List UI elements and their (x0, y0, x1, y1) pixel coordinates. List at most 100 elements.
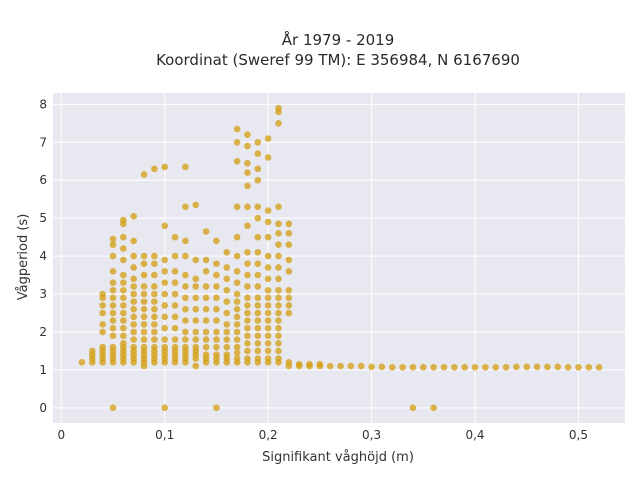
data-point (254, 249, 262, 256)
data-point (275, 252, 282, 260)
data-point (151, 165, 158, 173)
data-point (223, 286, 231, 294)
data-point (533, 363, 541, 371)
data-point (244, 302, 251, 309)
data-point (523, 363, 531, 371)
x-tick-label: 0 (57, 428, 65, 442)
data-point (99, 343, 106, 351)
data-point (151, 328, 158, 336)
y-tick-label: 4 (39, 249, 47, 263)
data-point (244, 203, 251, 211)
data-point (109, 343, 117, 351)
data-point (202, 343, 210, 351)
data-point (223, 264, 231, 271)
data-point (233, 305, 241, 313)
data-point (461, 363, 468, 371)
data-point (337, 362, 344, 370)
data-point (223, 321, 231, 328)
data-point (254, 347, 262, 355)
data-point (223, 336, 231, 343)
data-point (213, 404, 220, 412)
data-point (564, 363, 572, 371)
data-point (182, 343, 189, 351)
data-point (233, 298, 241, 305)
data-point (233, 252, 241, 260)
data-point (192, 294, 200, 302)
chart-title-line-1: År 1979 - 2019 (282, 30, 395, 49)
data-point (585, 363, 593, 371)
data-point (130, 328, 137, 336)
data-point (151, 336, 158, 343)
data-point (213, 343, 220, 351)
data-point (285, 230, 293, 237)
data-point (140, 252, 148, 260)
data-point (171, 324, 179, 332)
data-point (275, 302, 282, 309)
data-point (244, 317, 251, 324)
data-point (275, 286, 282, 294)
data-point (130, 275, 137, 283)
data-point (182, 336, 189, 343)
data-point (120, 324, 127, 332)
data-point (275, 347, 282, 355)
y-tick-label: 3 (39, 287, 47, 301)
data-point (285, 359, 293, 366)
data-point (109, 286, 117, 294)
data-point (202, 351, 210, 359)
data-point (388, 363, 396, 371)
x-tick-label: 0,5 (569, 428, 588, 442)
data-point (233, 233, 241, 241)
data-point (275, 340, 282, 347)
data-point (244, 294, 251, 302)
data-point (140, 171, 148, 178)
data-point (161, 163, 169, 171)
data-point (544, 363, 551, 371)
data-point (264, 302, 272, 309)
data-point (471, 363, 479, 371)
data-point (130, 305, 137, 313)
data-point (161, 313, 169, 321)
data-point (233, 279, 241, 286)
data-point (254, 176, 262, 184)
data-point (492, 363, 500, 371)
y-tick-label: 6 (39, 173, 47, 187)
data-point (192, 256, 200, 264)
data-point (109, 332, 117, 340)
x-tick-label: 0,2 (259, 428, 278, 442)
data-point (120, 294, 127, 302)
data-point (171, 336, 179, 343)
data-point (275, 120, 282, 127)
data-point (451, 363, 458, 371)
data-point (233, 157, 241, 165)
data-point (244, 355, 251, 362)
data-point (182, 237, 189, 245)
data-point (182, 203, 189, 211)
data-point (99, 290, 106, 298)
data-point (254, 294, 262, 302)
data-point (192, 305, 200, 313)
data-point (182, 294, 189, 302)
data-point (182, 252, 189, 260)
data-point (275, 264, 282, 271)
data-point (171, 302, 179, 309)
data-point (130, 336, 137, 343)
data-point (264, 317, 272, 324)
data-point (275, 220, 282, 228)
data-point (254, 150, 262, 157)
data-point (285, 309, 293, 317)
data-point (233, 336, 241, 343)
data-point (213, 328, 220, 336)
data-point (130, 212, 137, 220)
data-point (202, 336, 210, 343)
data-point (254, 271, 262, 279)
data-point (285, 286, 293, 294)
data-point (171, 252, 179, 260)
data-point (244, 332, 251, 340)
data-point (430, 363, 437, 371)
data-point (140, 343, 148, 351)
data-point (213, 237, 220, 245)
data-point (192, 275, 200, 283)
data-point (130, 298, 137, 305)
data-point (244, 182, 251, 190)
